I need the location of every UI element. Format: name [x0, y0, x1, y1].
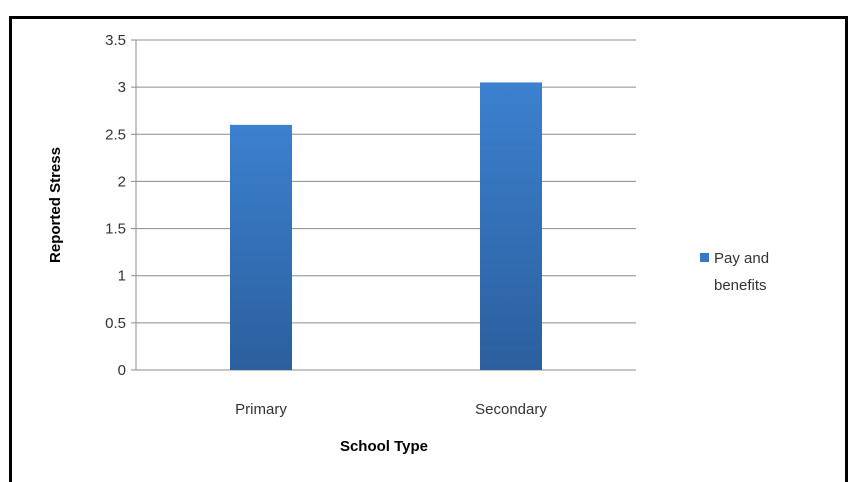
y-tick-label: 2 [118, 173, 126, 190]
bar-secondary [480, 82, 542, 370]
legend-label-line-1: Pay and [714, 250, 769, 267]
y-tick-label: 1 [118, 268, 126, 285]
y-tick-label: 3 [118, 79, 126, 96]
y-tick-label: 1.5 [105, 221, 126, 238]
y-tick-label: 0.5 [105, 315, 126, 332]
y-tick-labels: 0 0.5 1 1.5 2 2.5 3 3.5 [105, 32, 126, 379]
gridlines [131, 40, 636, 370]
x-tick-label-secondary: Secondary [475, 401, 547, 418]
x-tick-labels: Primary Secondary [235, 401, 547, 418]
x-tick-label-primary: Primary [235, 401, 287, 418]
legend: Pay and benefits [700, 250, 769, 294]
y-tick-label: 0 [118, 362, 126, 379]
bar-primary [230, 125, 292, 370]
y-tick-label: 2.5 [105, 126, 126, 143]
legend-label-line-2: benefits [714, 277, 767, 294]
y-tick-label: 3.5 [105, 32, 126, 49]
y-axis-title: Reported Stress [47, 147, 64, 263]
x-axis-title: School Type [340, 438, 428, 455]
bars [230, 82, 542, 370]
legend-swatch-pay-and-benefits [700, 253, 709, 262]
